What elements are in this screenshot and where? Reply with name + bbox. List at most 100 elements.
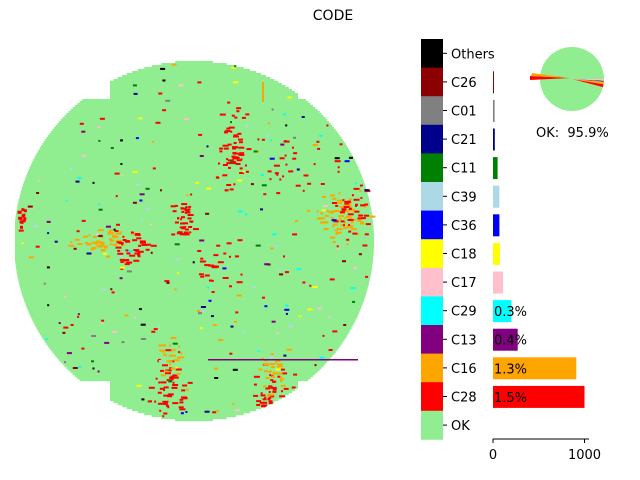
wafer-die-c16 — [260, 357, 264, 360]
wafer-die-c13 — [199, 155, 204, 157]
wafer-die-c18 — [199, 327, 203, 330]
wafer-die-c28 — [140, 241, 146, 244]
wafer-die-c16 — [98, 245, 103, 248]
wafer-row — [15, 253, 374, 256]
wafer-die-c16 — [119, 231, 122, 234]
wafer-die-c28 — [233, 142, 237, 144]
wafer-die-c16 — [269, 393, 275, 396]
wafer-row — [132, 71, 256, 74]
wafer-die-c16 — [339, 228, 343, 231]
legend-swatch-c11 — [421, 153, 443, 183]
chart-title: CODE — [312, 8, 354, 24]
wafer-die-c28 — [257, 138, 260, 141]
wafer-die-c28 — [115, 195, 118, 198]
wafer-die-c16 — [166, 360, 173, 363]
wafer-die-c28 — [333, 220, 339, 223]
bar-c13 — [493, 328, 518, 351]
wafer-die-c28 — [177, 231, 183, 234]
wafer-row — [39, 333, 349, 336]
wafer-die-c28 — [171, 386, 178, 389]
wafer-die-c39 — [110, 118, 113, 120]
wafer-die-c16 — [172, 348, 176, 351]
wafer-die-c28 — [364, 203, 369, 206]
wafer-die-c28 — [355, 203, 358, 206]
wafer-die-c16 — [344, 221, 346, 224]
wafer-die-c28 — [162, 415, 165, 418]
wafer-die-c29 — [319, 356, 325, 359]
pie-exploded-slice-c16 — [531, 73, 570, 78]
wafer-row — [26, 173, 362, 176]
wafer-die-c11 — [145, 187, 150, 190]
wafer-die-c28 — [159, 387, 165, 390]
wafer-row — [74, 105, 314, 108]
wafer-die-others — [141, 398, 145, 401]
wafer-row — [110, 397, 282, 400]
wafer-die-c28 — [118, 242, 124, 245]
wafer-die-c28 — [268, 396, 272, 399]
wafer-row — [68, 369, 320, 372]
legend-label-c28: C28 — [451, 391, 477, 406]
wafer-die-c16 — [280, 384, 286, 387]
wafer-die-c16 — [96, 240, 100, 243]
wafer-die-c26 — [72, 367, 78, 369]
wafer-die-c28 — [341, 209, 346, 212]
wafer-die-c28 — [197, 81, 202, 84]
wafer-row — [43, 339, 345, 342]
bar-c11 — [493, 157, 498, 180]
wafer-die-c21 — [296, 168, 300, 171]
wafer-die-c28 — [309, 284, 312, 287]
legend-swatch-c21 — [421, 124, 443, 154]
wafer-die-c28 — [187, 214, 194, 216]
wafer-die-c16 — [70, 241, 73, 243]
wafer-die-c28 — [133, 259, 140, 262]
wafer-die-c11 — [98, 139, 101, 142]
wafer-die-c28 — [364, 214, 369, 217]
wafer-die-c28 — [165, 372, 171, 375]
wafer-die-c16 — [161, 344, 167, 347]
wafer-die-c28 — [272, 380, 276, 383]
wafer-row — [24, 179, 364, 182]
wafer-die-c28 — [268, 400, 273, 403]
wafer-die-c28 — [126, 252, 131, 255]
wafer-die-c29 — [257, 350, 260, 352]
wafer-die-c18 — [177, 272, 180, 275]
wafer-die-c28 — [245, 170, 249, 173]
wafer-die-c39 — [136, 183, 141, 186]
wafer-die-c11 — [132, 84, 137, 87]
wafer-row — [15, 243, 374, 246]
wafer-die-c16 — [97, 229, 104, 232]
wafer-die-c26 — [358, 253, 362, 256]
wafer-row — [22, 295, 366, 298]
wafer-die-c28 — [199, 260, 206, 263]
wafer-die-c28 — [166, 379, 172, 382]
wafer-row — [79, 101, 309, 104]
wafer-die-c16 — [328, 210, 333, 213]
wafer-die-c28 — [171, 233, 176, 236]
wafer-die-c16 — [351, 209, 356, 212]
wafer-die-c16 — [178, 345, 181, 348]
wafer-die-c28 — [360, 184, 363, 187]
wafer-die-c28 — [329, 278, 335, 281]
wafer-die-c28 — [283, 255, 285, 258]
legend-swatch-c29 — [421, 296, 443, 326]
legend-label-c18: C18 — [451, 248, 477, 263]
wafer-die-c28 — [184, 211, 187, 214]
wafer-die-c29 — [269, 139, 272, 142]
wafer-die-c28 — [229, 285, 232, 288]
wafer-die-c28 — [272, 390, 277, 393]
wafer-die-c28 — [270, 385, 273, 388]
wafer-die-c16 — [159, 349, 165, 352]
wafer-die-c28 — [283, 140, 290, 143]
wafer-die-c28 — [284, 154, 287, 157]
wafer-die-c28 — [365, 223, 371, 226]
wafer-row — [70, 371, 318, 374]
wafer-die-c16 — [263, 385, 267, 388]
wafer-die-c28 — [225, 164, 228, 166]
wafer-die-c16 — [277, 365, 283, 368]
wafer-die-c13 — [46, 220, 51, 223]
wafer-die-c28 — [185, 211, 191, 214]
legend-label-c39: C39 — [451, 190, 477, 205]
wafer-row — [17, 205, 371, 208]
wafer-row — [110, 87, 289, 90]
